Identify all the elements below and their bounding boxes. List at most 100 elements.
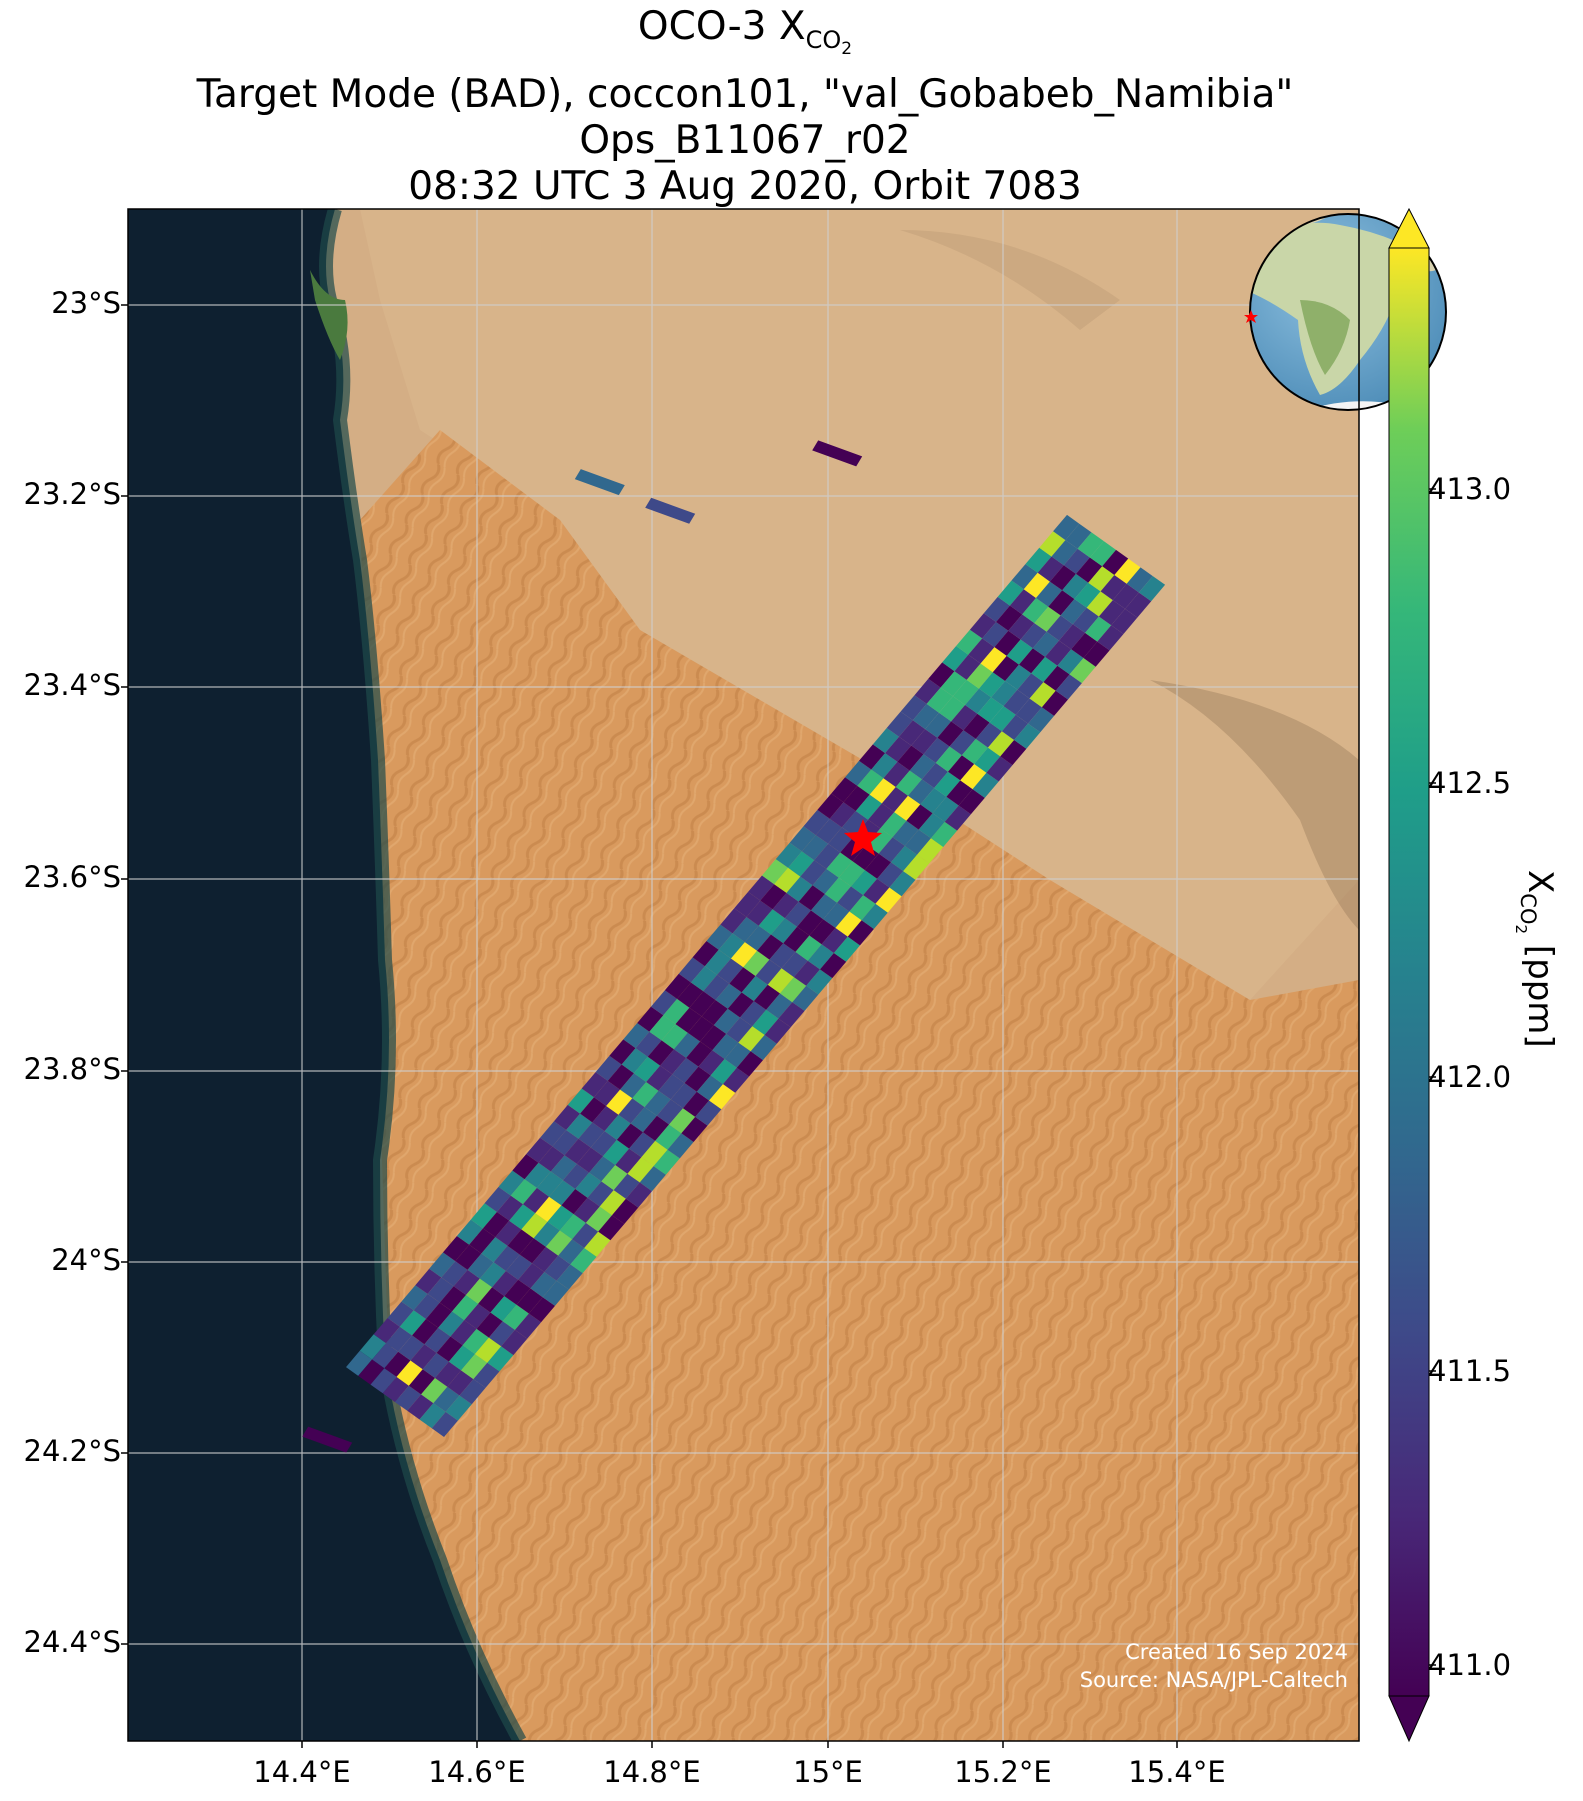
xco2-footprint — [413, 1293, 440, 1319]
xco2-outlier-footprint — [812, 440, 863, 467]
xco2-footprint — [452, 1295, 479, 1321]
xco2-footprint — [966, 663, 993, 689]
xco2-footprint — [536, 1171, 563, 1197]
xco2-footprint — [632, 1082, 659, 1108]
xco2-footprint — [900, 695, 927, 721]
xco2-footprint — [904, 829, 931, 855]
xco2-footprint — [492, 1271, 519, 1297]
xco2-footprint — [1057, 649, 1084, 675]
xco2-footprint — [501, 1329, 528, 1356]
xco2-footprint — [612, 1198, 639, 1224]
xco2-footprint — [1041, 690, 1068, 716]
xco2-footprint — [538, 1146, 565, 1172]
xco2-footprint — [718, 933, 745, 959]
xco2-footprint — [877, 862, 904, 888]
xco2-footprint — [502, 1304, 529, 1330]
xco2-footprint — [412, 1319, 439, 1345]
xco2-footprint — [752, 1009, 779, 1035]
xco2-footprint — [427, 1277, 454, 1303]
xco2-footprint — [1028, 707, 1055, 733]
xco2-footprint — [661, 1024, 688, 1050]
xco2-footprint — [855, 794, 882, 820]
xco2-footprint — [647, 1040, 674, 1066]
xco2-footprint — [564, 1138, 591, 1164]
xco2-footprint — [715, 983, 742, 1009]
xco2-footprint — [649, 1015, 676, 1041]
xco2-footprint — [466, 1278, 493, 1304]
xco2-footprint — [965, 688, 992, 714]
xco2-footprint — [495, 1220, 522, 1246]
xco2-footprint — [1000, 740, 1027, 766]
xco2-footprint — [401, 1285, 428, 1311]
xco2-footprint — [542, 1280, 569, 1306]
xco2-footprint — [891, 845, 918, 872]
xco2-footprint — [426, 1302, 453, 1328]
xco2-footprint — [931, 821, 958, 847]
xco2-footprint — [831, 777, 858, 803]
xco2-footprint — [720, 908, 747, 934]
xco2-footprint — [859, 744, 886, 770]
xco2-footprint — [521, 1213, 548, 1239]
xco2-footprint — [1076, 557, 1103, 583]
xco2-footprint — [727, 992, 754, 1018]
xco2-footprint — [618, 1098, 645, 1124]
title-line-1: OCO-3 XCO2 — [637, 4, 853, 59]
xco2-footprint — [1039, 531, 1066, 557]
xco2-footprint — [575, 1172, 602, 1198]
xco2-footprint — [772, 892, 799, 919]
xco2-footprint — [866, 828, 893, 854]
xco2-footprint — [806, 969, 833, 995]
xco2-footprint — [422, 1352, 449, 1378]
xco2-footprint — [635, 1031, 662, 1057]
xco2-footprint — [570, 1248, 597, 1274]
xco2-footprint — [801, 835, 829, 861]
xco2-footprint — [550, 1155, 577, 1181]
globe-marker-star-icon — [1244, 310, 1258, 323]
xco2-footprint — [433, 1386, 460, 1412]
xco2-footprint — [951, 705, 978, 731]
xco2-footprint — [386, 1326, 413, 1352]
xco2-footprint — [851, 870, 878, 896]
xco2-footprint — [483, 1212, 510, 1238]
xco2-footprint — [415, 1268, 442, 1294]
xco2-footprint — [505, 1254, 533, 1280]
xco2-footprint — [1111, 608, 1138, 634]
xco2-footprint — [456, 1219, 483, 1245]
xco2-footprint — [788, 851, 815, 877]
xco2-footprint — [821, 927, 848, 953]
xco2-footprint — [510, 1179, 537, 1205]
xco2-footprint — [627, 1157, 654, 1183]
xco2-footprint — [769, 943, 796, 969]
xco2-footprint — [408, 1369, 435, 1395]
xco2-footprint — [1125, 592, 1152, 618]
xco2-footprint — [410, 1344, 437, 1370]
xco2-footprint — [960, 764, 987, 790]
xco2-footprint — [431, 1411, 458, 1437]
xco2-footprint — [764, 1018, 791, 1044]
xco2-footprint — [908, 779, 935, 805]
xco2-footprint — [1008, 614, 1035, 640]
xco2-footprint — [558, 1239, 585, 1265]
xco2-footprint — [972, 772, 999, 798]
xco2-footprint — [580, 1097, 607, 1123]
xco2-footprint — [373, 1318, 400, 1344]
xco2-footprint — [1063, 548, 1090, 574]
xco2-footprint — [493, 1245, 520, 1271]
xco2-footprint — [829, 802, 856, 828]
xco2-footprint — [1085, 616, 1112, 642]
title-line-2: Target Mode (BAD), coccon101, "val_Gobab… — [196, 71, 1294, 117]
xco2-footprint — [809, 919, 836, 945]
xco2-footprint — [723, 1067, 750, 1093]
xco2-footprint — [883, 761, 910, 787]
colorbar — [1388, 207, 1436, 1743]
xco2-footprint — [395, 1385, 422, 1411]
xco2-footprint — [686, 1041, 713, 1067]
xco2-footprint — [1036, 581, 1063, 607]
xco2-footprint — [396, 1360, 423, 1386]
xco2-footprint — [1048, 590, 1075, 616]
xco2-footprint — [912, 703, 939, 730]
xco2-footprint — [637, 1006, 664, 1032]
xco2-footprint — [1034, 606, 1061, 632]
xco2-footprint — [606, 1089, 633, 1115]
xco2-footprint — [736, 1051, 763, 1077]
